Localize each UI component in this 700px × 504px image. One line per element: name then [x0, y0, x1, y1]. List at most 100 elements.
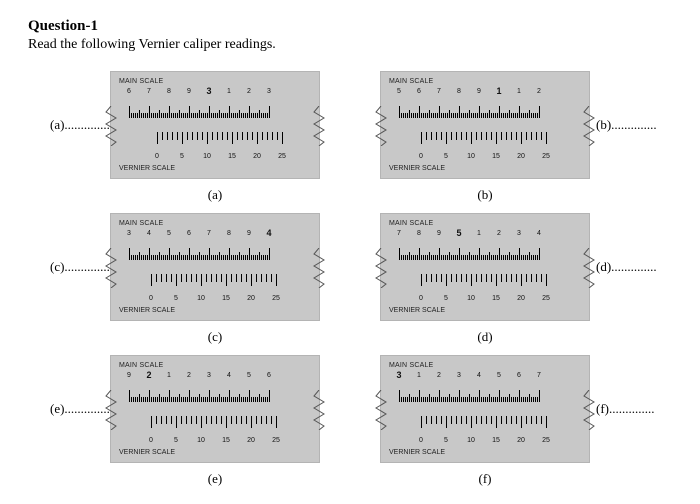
vernier-scale-label: VERNIER SCALE [119, 307, 175, 314]
main-scale-tick [175, 113, 176, 118]
vernier-tick [256, 416, 257, 424]
main-scale-digit: 6 [187, 230, 191, 237]
main-scale-tick [199, 394, 200, 402]
vernier-scale: 0510152025 [381, 132, 589, 160]
main-scale-tick [533, 113, 534, 118]
main-scale-tick [171, 113, 172, 118]
main-scale-tick [141, 397, 142, 402]
main-scale-label: MAIN SCALE [389, 220, 433, 227]
main-scale-tick [415, 397, 416, 402]
vernier-tick [461, 132, 462, 140]
main-scale-tick [411, 397, 412, 402]
main-scale-tick [213, 255, 214, 260]
vernier-tick [216, 274, 217, 282]
main-scale-tick [233, 397, 234, 402]
main-scale-tick [419, 106, 420, 118]
vernier-tick [511, 132, 512, 140]
vernier-tick [441, 416, 442, 424]
main-scale: 78951234 [381, 230, 589, 260]
main-scale-tick [257, 113, 258, 118]
main-scale-tick [185, 113, 186, 118]
main-scale-tick [471, 255, 472, 260]
main-scale-tick [135, 255, 136, 260]
vernier-tick [461, 274, 462, 282]
main-scale-digit: 9 [437, 230, 441, 237]
vernier-tick [471, 132, 472, 144]
vernier-tick [531, 274, 532, 282]
main-scale-digit: 2 [146, 370, 151, 380]
main-scale-digit: 2 [437, 372, 441, 379]
main-scale-digit: 6 [127, 88, 131, 95]
main-scale-tick [441, 113, 442, 118]
vernier-tick [247, 132, 248, 140]
vernier-number: 0 [149, 295, 153, 302]
vernier-tick [531, 416, 532, 424]
main-scale-tick [439, 390, 440, 402]
main-scale-tick [457, 113, 458, 118]
main-scale-tick [475, 397, 476, 402]
vernier-tick [277, 132, 278, 140]
vernier-tick [226, 274, 227, 286]
main-scale-tick [523, 255, 524, 260]
main-scale-tick [129, 248, 130, 260]
main-scale-tick [229, 390, 230, 402]
main-scale-tick [159, 394, 160, 402]
main-scale-tick [441, 255, 442, 260]
main-scale-tick [517, 113, 518, 118]
main-scale-digit: 4 [477, 372, 481, 379]
main-scale-tick [509, 394, 510, 402]
vernier-tick [227, 132, 228, 140]
main-scale-tick [401, 255, 402, 260]
main-scale-tick [199, 110, 200, 118]
main-scale-tick [415, 113, 416, 118]
main-scale-tick [537, 113, 538, 118]
main-scale-tick [187, 255, 188, 260]
main-scale-digit: 3 [206, 86, 211, 96]
main-scale-tick [197, 255, 198, 260]
main-scale-tick [143, 113, 144, 118]
main-scale-tick [433, 255, 434, 260]
vernier-scale: 0510152025 [111, 132, 319, 160]
question-title: Question-1 [28, 18, 672, 35]
caliper-c: MAIN SCALEVERNIER SCALE34567894051015202… [110, 213, 320, 321]
main-scale-tick [501, 255, 502, 260]
main-scale-tick [221, 255, 222, 260]
vernier-number: 0 [155, 153, 159, 160]
main-scale-digit: 8 [227, 230, 231, 237]
vernier-tick [466, 416, 467, 424]
vernier-number: 5 [174, 437, 178, 444]
main-scale-tick [197, 397, 198, 402]
answer-blank-e: (e).............. [50, 401, 110, 417]
main-scale-tick [461, 397, 462, 402]
vernier-tick [436, 132, 437, 140]
vernier-number: 25 [278, 153, 286, 160]
caliper-a: MAIN SCALEVERNIER SCALE67893123051015202… [110, 71, 320, 179]
main-scale-tick [411, 113, 412, 118]
vernier-tick [446, 132, 447, 144]
break-mark-icon [582, 106, 596, 146]
main-scale-tick [249, 106, 250, 118]
main-scale-tick [209, 248, 210, 260]
main-scale-tick [151, 255, 152, 260]
main-scale-tick [447, 397, 448, 402]
main-scale-digit: 2 [187, 372, 191, 379]
main-scale-tick [513, 113, 514, 118]
main-scale-tick [469, 394, 470, 402]
main-scale-tick [473, 397, 474, 402]
vernier-tick [441, 132, 442, 140]
main-scale-tick [205, 255, 206, 260]
main-scale-tick [445, 397, 446, 402]
main-scale-tick [195, 255, 196, 260]
caliper-f: MAIN SCALEVERNIER SCALE31234567051015202… [380, 355, 590, 463]
main-scale-tick [263, 255, 264, 260]
answer-blank-f: (f).............. [590, 401, 650, 417]
main-scale-tick [139, 394, 140, 402]
vernier-tick [521, 274, 522, 286]
main-scale-tick [173, 397, 174, 402]
main-scale-tick [147, 113, 148, 118]
main-scale-tick [455, 397, 456, 402]
vernier-number: 25 [542, 153, 550, 160]
main-scale-tick [533, 255, 534, 260]
main-scale-tick [179, 394, 180, 402]
main-scale-tick [431, 397, 432, 402]
